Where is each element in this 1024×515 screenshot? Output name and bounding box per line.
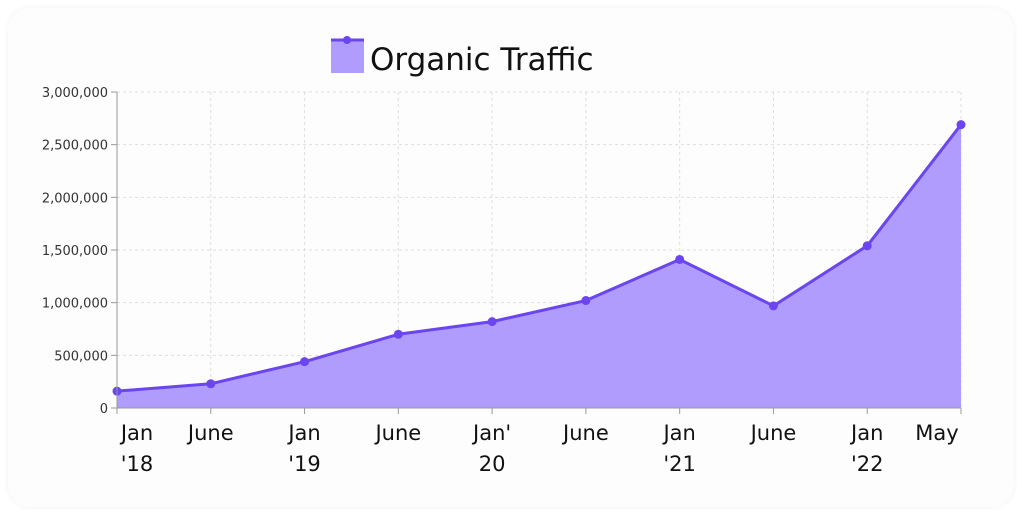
y-tick-label: 2,500,000 <box>42 139 108 154</box>
y-tick-label: 1,000,000 <box>42 297 108 312</box>
x-tick-label: June <box>749 421 797 445</box>
y-tick-label: 0 <box>100 402 108 417</box>
axes: 0 500,000 1,000,000 1,500,000 2,000,000 2,500… <box>42 86 962 476</box>
data-point <box>393 329 403 339</box>
data-point <box>956 120 966 130</box>
x-tick-label: '19 <box>288 452 321 476</box>
x-tick-label: '21 <box>663 452 696 476</box>
legend-swatch <box>331 39 364 73</box>
y-tick-label: 500,000 <box>54 349 108 364</box>
y-tick-label: 1,500,000 <box>42 244 108 259</box>
data-point <box>675 254 685 264</box>
legend: Organic Traffic <box>331 36 594 78</box>
area-layer <box>112 120 966 409</box>
y-tick-label: 3,000,000 <box>42 86 108 101</box>
x-tick-label: '18 <box>121 452 154 476</box>
x-tick-label: May <box>915 421 958 445</box>
x-tick-label: Jan <box>119 421 153 445</box>
data-point <box>581 296 591 306</box>
data-point <box>487 317 497 327</box>
grid-lines <box>116 91 962 408</box>
x-tick-label: Jan' <box>471 421 511 445</box>
series-area-fill <box>117 124 961 409</box>
data-point <box>768 301 778 311</box>
series-line <box>116 123 963 393</box>
data-point <box>206 379 216 389</box>
x-tick-label: Jan <box>286 421 320 445</box>
x-tick-label: June <box>186 421 234 445</box>
legend-label: Organic Traffic <box>370 42 594 78</box>
x-tick-label: June <box>373 421 421 445</box>
x-tick-label: '22 <box>851 452 884 476</box>
y-tick-label: 2,000,000 <box>42 191 108 206</box>
data-point <box>862 241 872 251</box>
data-point <box>300 357 310 367</box>
x-tick-label: Jan <box>849 421 883 445</box>
x-tick-label: June <box>561 421 609 445</box>
x-tick-label: Jan <box>661 421 695 445</box>
legend-marker <box>343 36 351 44</box>
x-tick-label: 20 <box>479 452 506 476</box>
